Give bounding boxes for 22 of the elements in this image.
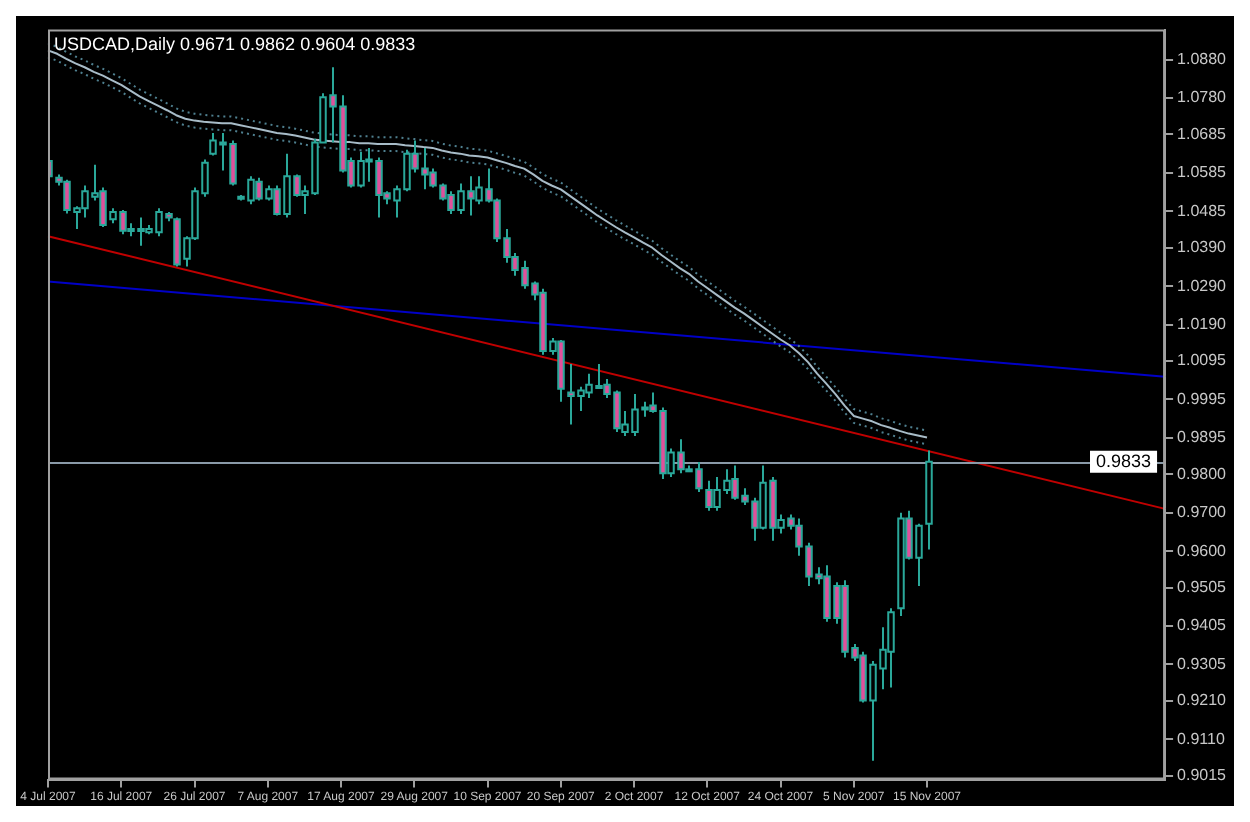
ref-line-label: 0.9833 bbox=[1096, 450, 1152, 471]
y-tick-label: 0.9015 bbox=[1177, 766, 1228, 785]
y-tick-label: 0.9995 bbox=[1177, 389, 1228, 408]
chart-title: USDCAD,Daily 0.9671 0.9862 0.9604 0.9833 bbox=[54, 33, 416, 54]
y-tick-label: 1.0880 bbox=[1177, 49, 1228, 68]
y-tick-label: 0.9305 bbox=[1177, 654, 1228, 673]
y-tick-label: 0.9110 bbox=[1177, 729, 1226, 748]
y-tick-label: 0.9505 bbox=[1177, 577, 1228, 596]
y-tick-label: 1.0095 bbox=[1177, 351, 1228, 370]
y-tick-label: 0.9895 bbox=[1177, 428, 1228, 447]
y-tick-label: 1.0685 bbox=[1177, 124, 1228, 143]
y-tick-label: 0.9700 bbox=[1177, 503, 1228, 522]
y-tick-label: 1.0780 bbox=[1177, 88, 1228, 107]
y-tick-label: 0.9405 bbox=[1177, 616, 1228, 635]
y-tick-label: 1.0390 bbox=[1177, 238, 1228, 257]
y-tick-label: 1.0585 bbox=[1177, 163, 1228, 182]
y-tick-label: 1.0190 bbox=[1177, 314, 1228, 333]
y-tick-label: 0.9210 bbox=[1177, 691, 1228, 710]
y-tick-label: 1.0290 bbox=[1177, 276, 1228, 295]
y-tick-label: 1.0485 bbox=[1177, 201, 1228, 220]
y-tick-label: 0.9600 bbox=[1177, 541, 1228, 560]
y-tick-label: 0.9800 bbox=[1177, 464, 1228, 483]
